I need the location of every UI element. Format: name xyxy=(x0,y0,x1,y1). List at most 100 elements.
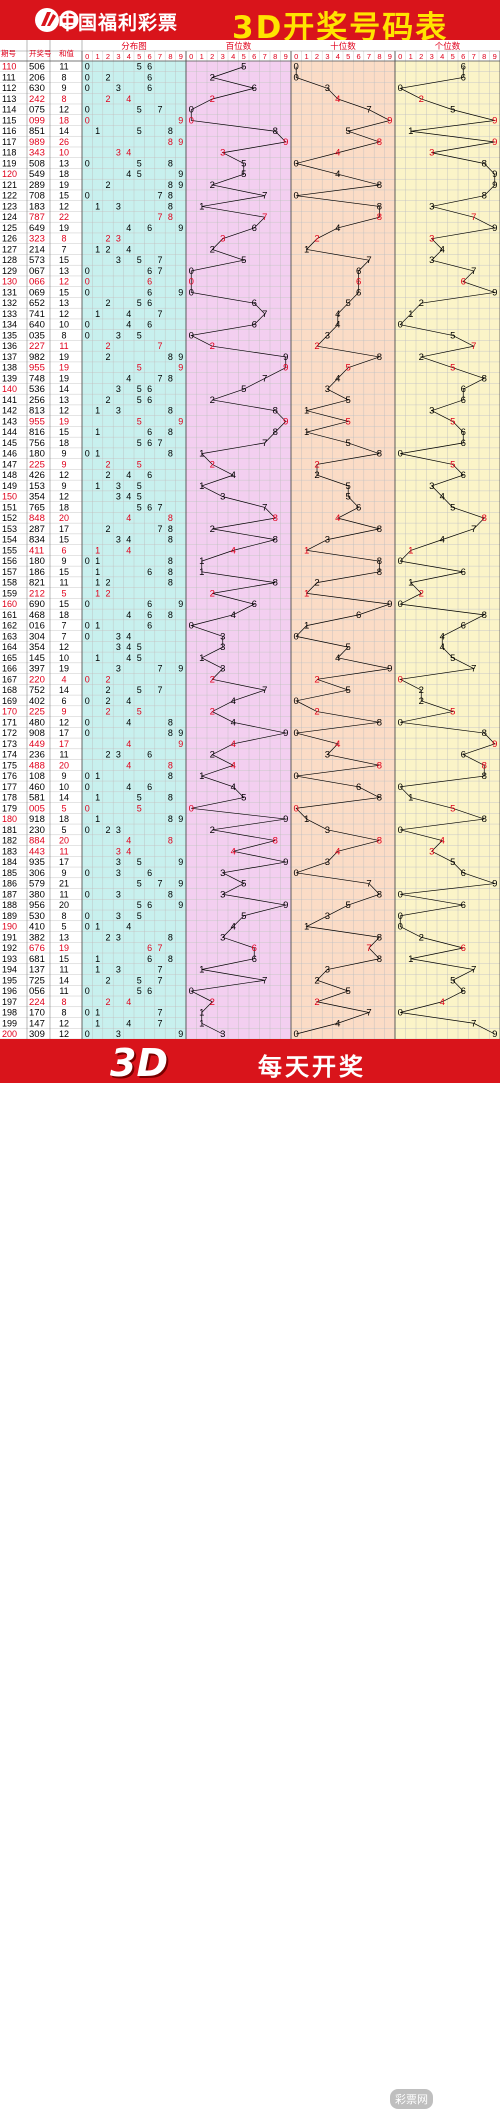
watermark: 彩票网 xyxy=(390,2089,433,2109)
units-digit-mark: 0 xyxy=(398,83,403,94)
distribution-mark: 7 xyxy=(157,438,162,448)
distribution-mark: 8 xyxy=(168,373,173,383)
units-digit-mark: 1 xyxy=(408,793,413,804)
hundreds-digit-mark: 3 xyxy=(220,932,225,943)
number-cell: 908 xyxy=(29,728,45,739)
distribution-mark: 1 xyxy=(95,427,100,437)
distribution-mark: 7 xyxy=(157,524,162,534)
units-digit-mark: 7 xyxy=(471,1018,476,1029)
number-cell: 708 xyxy=(29,191,45,202)
period-cell: 185 xyxy=(2,868,17,878)
distribution-mark: 9 xyxy=(178,857,183,867)
number-cell: 035 xyxy=(29,330,45,341)
hundreds-digit-mark: 0 xyxy=(189,277,194,288)
tens-digit-mark: 5 xyxy=(346,363,351,374)
units-digit-mark: 9 xyxy=(492,879,497,890)
period-cell: 180 xyxy=(2,814,17,824)
number-cell: 382 xyxy=(29,932,45,943)
tens-digit-mark: 2 xyxy=(314,459,319,470)
number-cell: 748 xyxy=(29,373,45,384)
header-digit-label: 2 xyxy=(106,52,110,61)
period-cell: 150 xyxy=(2,492,17,502)
number-cell: 236 xyxy=(29,750,45,761)
hundreds-digit-mark: 7 xyxy=(262,438,267,449)
tens-digit-mark: 4 xyxy=(335,739,340,750)
number-cell: 787 xyxy=(29,212,45,223)
period-cell: 138 xyxy=(2,363,17,373)
tens-digit-mark: 2 xyxy=(314,997,319,1008)
distribution-mark: 0 xyxy=(85,158,90,168)
header-digit-label: 7 xyxy=(367,52,371,61)
header-digit-label: 4 xyxy=(127,52,131,61)
tens-digit-mark: 9 xyxy=(387,664,392,675)
header-digit-label: 3 xyxy=(325,52,329,61)
hundreds-digit-mark: 1 xyxy=(199,556,204,567)
sum-cell: 14 xyxy=(59,793,69,803)
tens-digit-mark: 4 xyxy=(335,169,340,180)
distribution-mark: 3 xyxy=(116,631,121,641)
header-distribution: 分布图 xyxy=(121,41,147,51)
number-cell: 287 xyxy=(29,524,45,535)
distribution-mark: 7 xyxy=(157,1008,162,1018)
tens-digit-mark: 0 xyxy=(294,803,299,814)
header-digit-label: 1 xyxy=(305,52,309,61)
trend-line-hundreds xyxy=(190,66,287,1035)
units-digit-mark: 9 xyxy=(492,287,497,298)
period-cell: 198 xyxy=(2,1008,17,1018)
hundreds-digit-mark: 3 xyxy=(220,234,225,245)
period-cell: 165 xyxy=(2,653,17,663)
header-digit-label: 8 xyxy=(377,52,381,61)
tens-digit-mark: 4 xyxy=(335,653,340,664)
distribution-mark: 2 xyxy=(105,244,110,254)
distribution-mark: 7 xyxy=(157,191,162,201)
distribution-mark: 5 xyxy=(137,395,142,405)
number-cell: 982 xyxy=(29,352,45,363)
distribution-mark: 0 xyxy=(85,631,90,641)
tens-digit-mark: 8 xyxy=(377,954,382,965)
distribution-mark: 1 xyxy=(95,406,100,416)
period-cell: 152 xyxy=(2,513,17,523)
sum-cell: 12 xyxy=(59,470,69,480)
number-cell: 225 xyxy=(29,459,45,470)
units-digit-mark: 7 xyxy=(471,266,476,277)
distribution-mark: 4 xyxy=(126,739,131,749)
distribution-mark: 1 xyxy=(95,588,100,598)
number-cell: 186 xyxy=(29,567,45,578)
sum-cell: 15 xyxy=(59,535,69,545)
number-cell: 180 xyxy=(29,449,45,460)
distribution-mark: 0 xyxy=(85,986,90,996)
header-digit-label: 4 xyxy=(440,52,444,61)
hundreds-digit-mark: 0 xyxy=(189,287,194,298)
distribution-mark: 7 xyxy=(157,943,162,953)
sum-cell: 17 xyxy=(59,728,69,738)
hundreds-digit-mark: 5 xyxy=(241,793,246,804)
distribution-mark: 5 xyxy=(137,857,142,867)
tens-digit-mark: 3 xyxy=(325,330,330,341)
header-digit-label: 9 xyxy=(179,52,183,61)
distribution-mark: 3 xyxy=(116,1029,121,1039)
tens-digit-mark: 3 xyxy=(325,911,330,922)
distribution-mark: 4 xyxy=(126,223,131,233)
footer-slogan: 每天开奖 xyxy=(258,1053,366,1081)
sum-cell: 18 xyxy=(59,814,69,824)
number-cell: 426 xyxy=(29,470,45,481)
distribution-mark: 9 xyxy=(178,169,183,179)
tens-digit-mark: 5 xyxy=(346,642,351,653)
number-cell: 304 xyxy=(29,631,45,642)
number-cell: 075 xyxy=(29,105,45,116)
hundreds-digit-mark: 6 xyxy=(252,943,257,954)
hundreds-digit-mark: 0 xyxy=(189,105,194,116)
period-cell: 129 xyxy=(2,266,17,276)
sum-cell: 9 xyxy=(61,707,66,717)
units-digit-mark: 0 xyxy=(398,449,403,460)
distribution-mark: 3 xyxy=(116,492,121,502)
sum-cell: 5 xyxy=(61,825,66,835)
period-cell: 174 xyxy=(2,750,17,760)
header-digit-label: 0 xyxy=(398,52,402,61)
distribution-mark: 5 xyxy=(137,105,142,115)
distribution-mark: 4 xyxy=(126,760,131,770)
hundreds-digit-mark: 1 xyxy=(199,965,204,976)
distribution-mark: 6 xyxy=(147,782,152,792)
distribution-mark: 0 xyxy=(85,674,90,684)
distribution-mark: 1 xyxy=(95,567,100,577)
